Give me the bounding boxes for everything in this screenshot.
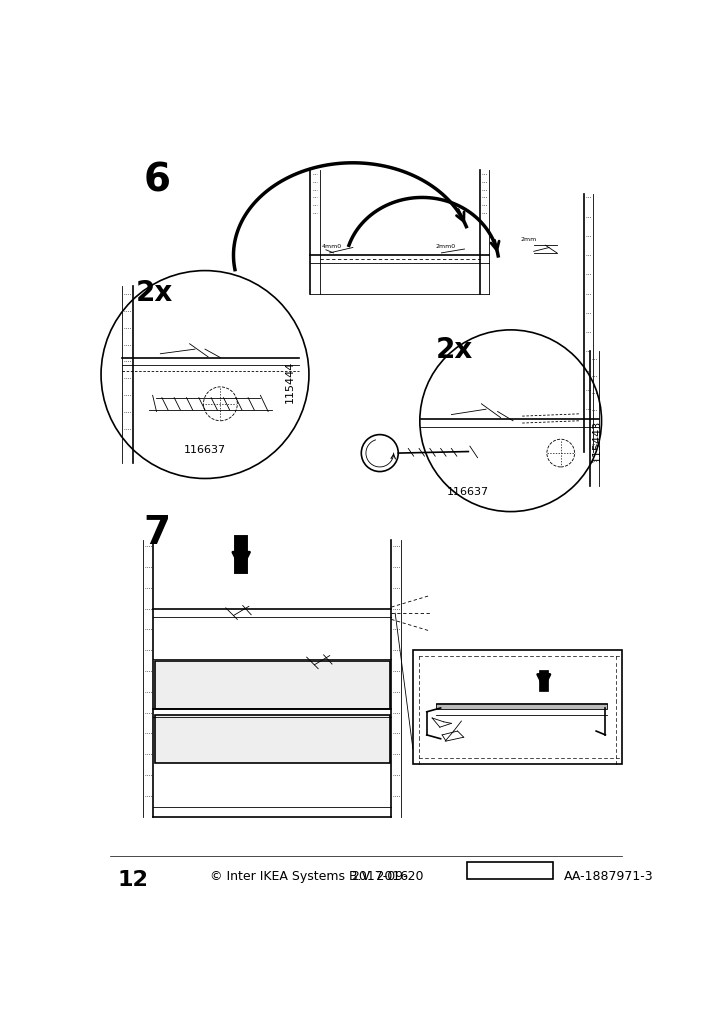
Bar <box>155 715 390 763</box>
Text: 116637: 116637 <box>447 486 489 496</box>
Text: 2mm0: 2mm0 <box>436 245 456 250</box>
Bar <box>467 862 553 879</box>
Text: 116637: 116637 <box>184 445 226 454</box>
Bar <box>436 704 607 709</box>
Text: 6: 6 <box>144 162 171 199</box>
Bar <box>413 650 623 764</box>
Text: © Inter IKEA Systems B.V. 2016: © Inter IKEA Systems B.V. 2016 <box>211 869 408 882</box>
Text: 115444: 115444 <box>285 360 295 402</box>
Text: 115443: 115443 <box>592 420 602 462</box>
Text: 4mm0: 4mm0 <box>322 245 342 250</box>
Text: 2017-09-20: 2017-09-20 <box>351 869 424 882</box>
Bar <box>155 661 390 710</box>
Text: 2x: 2x <box>136 279 173 307</box>
Text: 7: 7 <box>144 514 171 552</box>
Text: AA-1887971-3: AA-1887971-3 <box>564 869 653 882</box>
Text: 2x: 2x <box>436 336 473 363</box>
Text: 12: 12 <box>118 869 149 889</box>
Text: 2mm: 2mm <box>521 237 537 242</box>
